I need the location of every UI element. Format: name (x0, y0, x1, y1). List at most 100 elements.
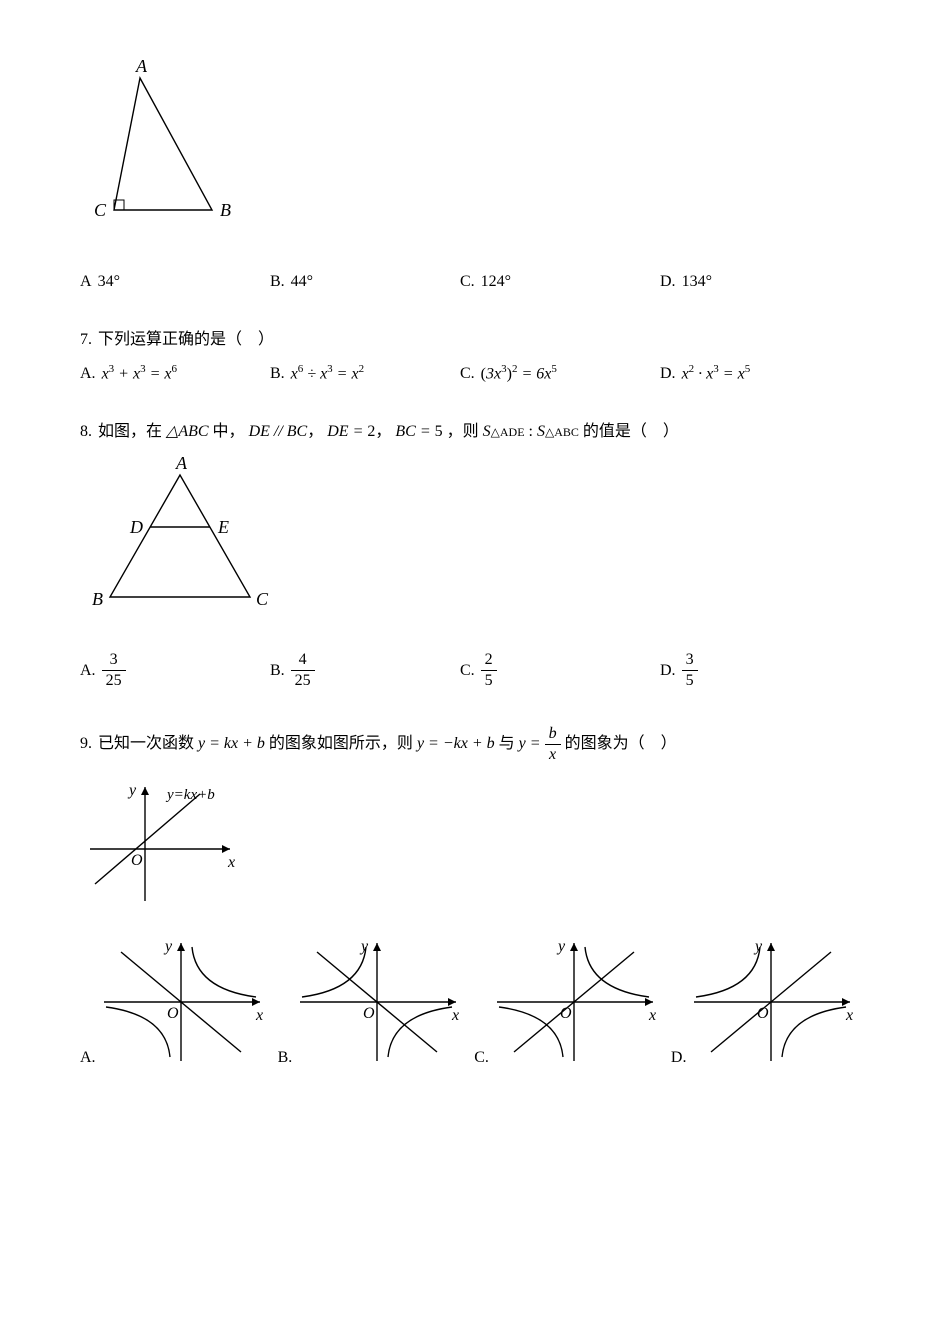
q7-text: 下列运算正确的是（ ） (98, 331, 274, 348)
q9-option-a: A. Ox y (80, 937, 266, 1067)
choice-value-b: 44° (291, 273, 313, 291)
q7-a-expr: x3 + x3 = x6 (102, 363, 177, 383)
choice-label-a: A (80, 273, 92, 291)
svg-text:B: B (220, 200, 231, 220)
q7-choice-c: C. (3x3)2 = 6x5 (460, 363, 557, 383)
svg-text:O: O (131, 852, 143, 869)
svg-text:y: y (556, 938, 566, 955)
svg-text:y: y (753, 938, 763, 955)
q8-sabc: S△ABC (537, 423, 579, 440)
choice-value-d: 134° (682, 273, 712, 291)
q8-choice-c: C. 2 5 (460, 652, 497, 689)
triangle-abc-right: A B C (80, 60, 280, 245)
choice-b: B. 44° (270, 273, 313, 291)
q9-p4: 的图象为（ ） (565, 735, 677, 752)
q8-debc: DE // BC (249, 423, 308, 440)
q8-de2: DE = 2 (327, 423, 375, 440)
graph-option-a: Ox y (96, 937, 266, 1067)
q9-number: 9. (80, 735, 92, 752)
q9-option-b: B. Ox y (278, 937, 463, 1067)
q9-option-c: C. Ox y (474, 937, 659, 1067)
q7-choice-d: D. x2 · x3 = x5 (660, 363, 750, 383)
q8-b-frac: 4 25 (291, 652, 315, 689)
q9-options: A. Ox y B. Ox y C. Ox y D. Ox y (80, 937, 870, 1067)
choice-label-c: C. (460, 273, 475, 291)
triangle-abc-de: A D E B C (80, 457, 280, 622)
q9-option-a-label: A. (80, 1049, 96, 1067)
svg-text:D: D (129, 517, 143, 537)
choice-value-a: 34° (98, 273, 120, 291)
q9-option-d-label: D. (671, 1049, 687, 1067)
svg-text:O: O (167, 1005, 179, 1022)
svg-text:E: E (217, 517, 229, 537)
svg-text:x: x (845, 1007, 853, 1024)
q8-figure: A D E B C (80, 457, 870, 622)
svg-text:y: y (359, 938, 369, 955)
svg-text:A: A (175, 457, 188, 473)
graph-option-b: Ox y (292, 937, 462, 1067)
q8-choice-a: A. 3 25 (80, 652, 126, 689)
svg-text:A: A (135, 60, 148, 76)
q8-bc5: BC = 5 (395, 423, 442, 440)
q9: 9. 已知一次函数 y = kx + b 的图象如图所示，则 y = −kx +… (80, 726, 870, 1067)
q9-option-b-label: B. (278, 1049, 293, 1067)
choice-value-c: 124° (481, 273, 511, 291)
svg-text:x: x (227, 854, 235, 871)
q9-p1: 已知一次函数 (98, 735, 194, 752)
q7-number: 7. (80, 331, 92, 348)
q8-a-frac: 3 25 (102, 652, 126, 689)
svg-text:C: C (94, 200, 107, 220)
q8-p1: 如图，在 (98, 423, 162, 440)
q9-p2: 的图象如图所示，则 (269, 735, 413, 752)
q7-b-expr: x6 ÷ x3 = x2 (291, 363, 364, 383)
q7-stem: 7. 下列运算正确的是（ ） (80, 325, 870, 349)
q8-p4: 的值是（ ） (583, 423, 679, 440)
q9-f3: y = bx (519, 735, 565, 752)
choice-label-b: B. (270, 273, 285, 291)
svg-text:y=kx+b: y=kx+b (165, 787, 215, 803)
svg-text:B: B (92, 589, 103, 609)
q8: 8. 如图，在 △ABC 中， DE // BC， DE = 2， BC = 5… (80, 417, 870, 698)
q6-figure: A B C (80, 60, 870, 245)
svg-text:y: y (163, 938, 173, 955)
svg-text:y: y (127, 782, 137, 799)
q8-c-frac: 2 5 (481, 652, 497, 689)
graph-option-d: Ox y (686, 937, 856, 1067)
q7-d-expr: x2 · x3 = x5 (682, 363, 751, 383)
q8-sade: S△ADE (483, 423, 525, 440)
graph-ykxb: Ox y y=kx+b (80, 779, 240, 909)
svg-text:O: O (757, 1005, 769, 1022)
q8-number: 8. (80, 423, 92, 440)
q8-p3: ，则 (447, 423, 479, 440)
q8-choice-b: B. 4 25 (270, 652, 315, 689)
svg-text:x: x (451, 1007, 459, 1024)
svg-text:x: x (255, 1007, 263, 1024)
q7-choice-b: B. x6 ÷ x3 = x2 (270, 363, 364, 383)
q8-tri: △ABC (166, 423, 209, 440)
svg-text:C: C (256, 589, 269, 609)
q9-stem: 9. 已知一次函数 y = kx + b 的图象如图所示，则 y = −kx +… (80, 726, 870, 763)
q9-option-d: D. Ox y (671, 937, 857, 1067)
svg-text:O: O (560, 1005, 572, 1022)
choice-d: D. 134° (660, 273, 712, 291)
q9-p3: 与 (499, 735, 515, 752)
graph-option-c: Ox y (489, 937, 659, 1067)
q6-choices: A 34° B. 44° C. 124° D. 134° (80, 273, 870, 297)
q9-option-c-label: C. (474, 1049, 489, 1067)
q7-c-expr: (3x3)2 = 6x5 (481, 363, 557, 383)
q7: 7. 下列运算正确的是（ ） A. x3 + x3 = x6 B. x6 ÷ x… (80, 325, 870, 389)
q8-colon: : (529, 423, 537, 440)
choice-c: C. 124° (460, 273, 511, 291)
q8-stem: 8. 如图，在 △ABC 中， DE // BC， DE = 2， BC = 5… (80, 417, 870, 441)
choice-label-d: D. (660, 273, 676, 291)
q9-f2: y = −kx + b (417, 735, 495, 752)
q9-f1: y = kx + b (198, 735, 265, 752)
q7-choice-a: A. x3 + x3 = x6 (80, 363, 177, 383)
svg-text:x: x (648, 1007, 656, 1024)
svg-text:O: O (363, 1005, 375, 1022)
choice-a: A 34° (80, 273, 120, 291)
q8-choice-d: D. 3 5 (660, 652, 698, 689)
q8-d-frac: 3 5 (682, 652, 698, 689)
q9-main-figure: Ox y y=kx+b (80, 779, 870, 909)
q8-p2: 中， (213, 423, 245, 440)
